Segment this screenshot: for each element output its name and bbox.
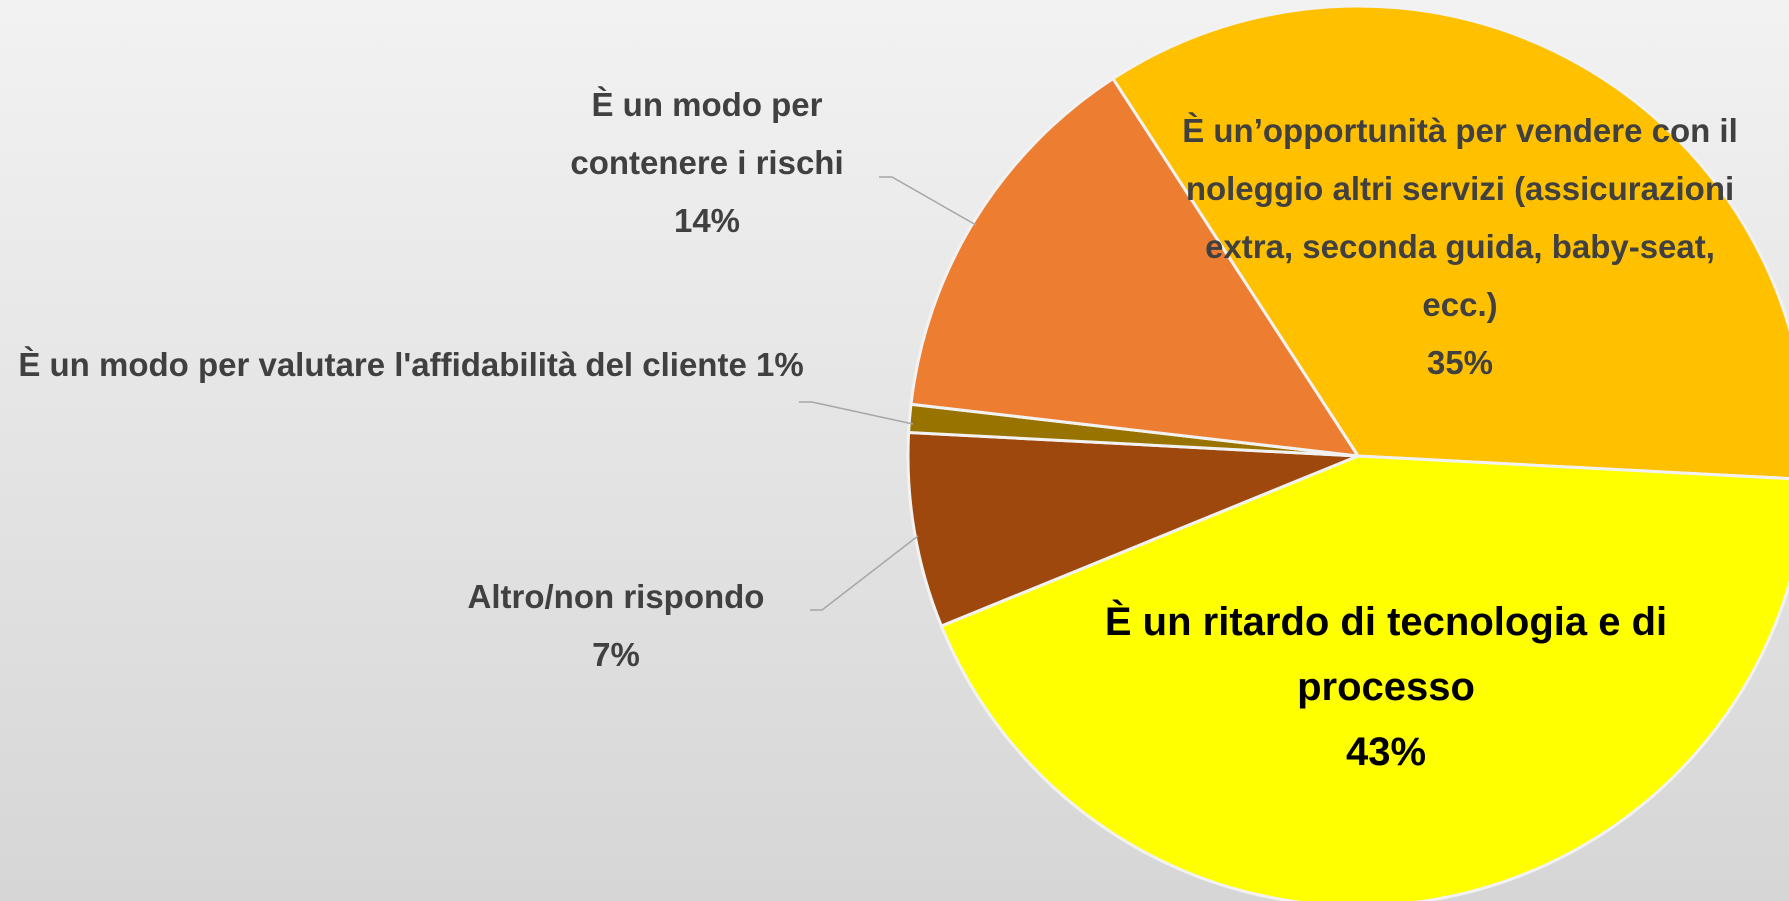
leader-line — [799, 401, 914, 425]
category-label: È un modo per contenere i rischi — [570, 86, 844, 181]
pie-slice — [906, 430, 1359, 628]
category-label: È un ritardo di tecnologia e di processo — [1104, 600, 1668, 709]
pie-slice — [1110, 4, 1789, 481]
category-label: Altro/non rispondo — [467, 578, 765, 615]
data-label: Altro/non rispondo 7% — [416, 568, 816, 684]
data-label: È un modo per contenere i rischi 14% — [517, 76, 897, 250]
pie-slice — [909, 76, 1361, 458]
category-label: È un modo per valutare l'affidabilità de… — [18, 346, 747, 383]
value-label: 35% — [1426, 344, 1494, 381]
leader-line — [810, 535, 919, 611]
category-label: È un’opportunità per vendere con il nole… — [1182, 112, 1738, 323]
data-label: È un’opportunità per vendere con il nole… — [1180, 102, 1740, 392]
data-label: È un modo per valutare l'affidabilità de… — [1, 336, 821, 394]
value-label: 43% — [1345, 730, 1427, 774]
value-label: 7% — [592, 636, 640, 673]
value-label: 14% — [673, 202, 741, 239]
value-label: 1% — [755, 346, 804, 383]
data-label: È un ritardo di tecnologia e di processo… — [1096, 590, 1676, 785]
pie-slice — [939, 454, 1789, 901]
leader-line — [879, 176, 977, 226]
